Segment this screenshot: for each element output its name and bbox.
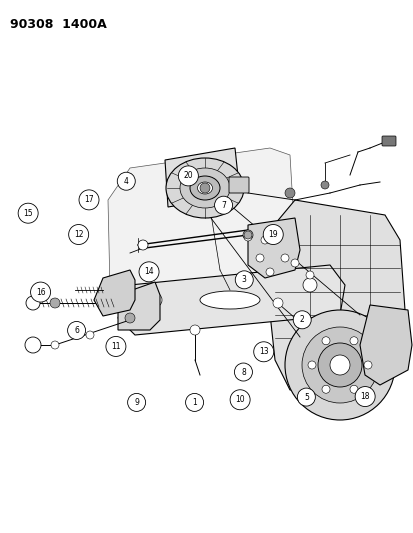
Circle shape xyxy=(235,271,253,289)
Text: 12: 12 xyxy=(74,230,83,239)
Circle shape xyxy=(127,393,145,411)
Text: 11: 11 xyxy=(111,342,120,351)
Circle shape xyxy=(307,361,315,369)
Text: 4: 4 xyxy=(123,177,128,185)
Circle shape xyxy=(290,259,298,267)
Ellipse shape xyxy=(199,291,259,309)
Text: 13: 13 xyxy=(258,348,268,356)
Circle shape xyxy=(349,385,357,393)
Text: 15: 15 xyxy=(23,209,33,217)
Circle shape xyxy=(117,172,135,190)
Circle shape xyxy=(139,262,159,282)
Circle shape xyxy=(31,282,50,302)
Polygon shape xyxy=(108,148,294,305)
Circle shape xyxy=(147,293,161,307)
Text: 18: 18 xyxy=(360,392,369,401)
FancyBboxPatch shape xyxy=(381,136,395,146)
Circle shape xyxy=(321,337,329,345)
Text: 8: 8 xyxy=(240,368,245,376)
Polygon shape xyxy=(359,305,411,385)
Text: 6: 6 xyxy=(74,326,79,335)
Circle shape xyxy=(185,393,203,411)
Circle shape xyxy=(363,361,371,369)
Text: 5: 5 xyxy=(303,393,308,401)
Text: 3: 3 xyxy=(241,276,246,284)
Circle shape xyxy=(50,298,60,308)
Polygon shape xyxy=(247,218,299,278)
Circle shape xyxy=(234,363,252,381)
Circle shape xyxy=(260,236,268,244)
Circle shape xyxy=(243,231,252,239)
Circle shape xyxy=(354,386,374,407)
Text: 16: 16 xyxy=(36,288,45,296)
Circle shape xyxy=(253,342,273,362)
Circle shape xyxy=(79,190,99,210)
Circle shape xyxy=(243,233,252,241)
Circle shape xyxy=(305,271,313,279)
Circle shape xyxy=(297,388,315,406)
Text: 1: 1 xyxy=(192,398,197,407)
Polygon shape xyxy=(94,270,135,316)
Text: 17: 17 xyxy=(84,196,94,204)
Circle shape xyxy=(301,327,377,403)
Circle shape xyxy=(329,355,349,375)
Circle shape xyxy=(292,311,311,329)
Ellipse shape xyxy=(197,182,212,194)
Text: 14: 14 xyxy=(144,268,154,276)
Circle shape xyxy=(272,298,282,308)
Circle shape xyxy=(320,181,328,189)
Polygon shape xyxy=(165,148,240,207)
Circle shape xyxy=(106,336,126,357)
Circle shape xyxy=(138,240,147,250)
Circle shape xyxy=(214,196,232,214)
Text: 9: 9 xyxy=(134,398,139,407)
Circle shape xyxy=(349,337,357,345)
Polygon shape xyxy=(118,265,344,335)
Text: 20: 20 xyxy=(183,172,193,180)
Circle shape xyxy=(67,321,85,340)
Circle shape xyxy=(255,254,263,262)
Circle shape xyxy=(178,166,198,186)
Text: 90308  1400A: 90308 1400A xyxy=(10,18,107,31)
Text: 19: 19 xyxy=(268,230,278,239)
Circle shape xyxy=(18,203,38,223)
FancyBboxPatch shape xyxy=(228,177,248,193)
Circle shape xyxy=(284,188,294,198)
Circle shape xyxy=(284,310,394,420)
Circle shape xyxy=(230,390,249,410)
Circle shape xyxy=(51,341,59,349)
Ellipse shape xyxy=(190,176,219,200)
Circle shape xyxy=(266,268,273,276)
Circle shape xyxy=(302,278,316,292)
Circle shape xyxy=(317,343,361,387)
Circle shape xyxy=(86,331,94,339)
Circle shape xyxy=(26,296,40,310)
Ellipse shape xyxy=(180,168,230,208)
Polygon shape xyxy=(118,282,159,330)
Circle shape xyxy=(69,224,88,245)
Text: 2: 2 xyxy=(299,316,304,324)
Circle shape xyxy=(199,183,209,193)
Text: 7: 7 xyxy=(221,201,225,209)
Ellipse shape xyxy=(166,158,243,218)
Circle shape xyxy=(25,337,41,353)
Polygon shape xyxy=(267,200,404,390)
Circle shape xyxy=(242,230,252,240)
Circle shape xyxy=(321,385,329,393)
Text: 10: 10 xyxy=(235,395,244,404)
Circle shape xyxy=(125,313,135,323)
Circle shape xyxy=(263,224,282,245)
Circle shape xyxy=(190,325,199,335)
Circle shape xyxy=(280,254,288,262)
